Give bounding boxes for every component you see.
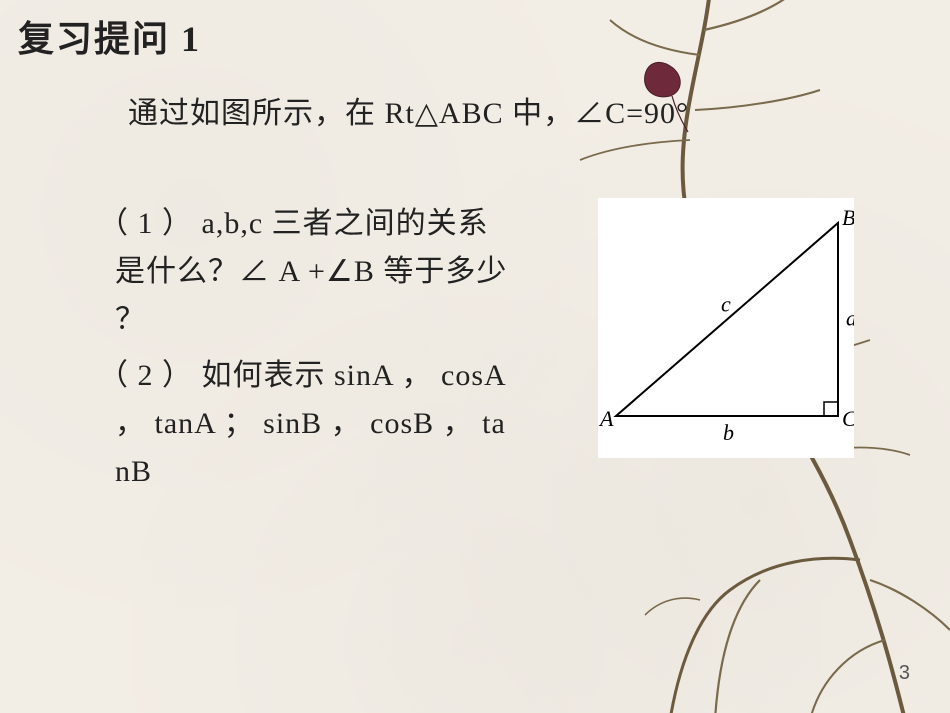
triangle-figure: A B Ca b c <box>598 198 854 458</box>
page-number: 3 <box>899 662 910 685</box>
q1-line2: 是什么？∠ A +∠B 等于多少 <box>98 248 598 296</box>
slide: 复习提问 1 通过如图所示，在 Rt△ABC 中，∠C=90° （ 1 ） a,… <box>0 0 950 713</box>
svg-text:b: b <box>723 420 734 445</box>
slide-title: 复习提问 1 <box>18 10 201 62</box>
q1-line1: （ 1 ） a,b,c 三者之间的关系 <box>98 200 598 248</box>
svg-text:B: B <box>842 205 854 230</box>
svg-text:c: c <box>721 292 731 317</box>
svg-text:C: C <box>842 406 854 431</box>
q1-line3: ？ <box>98 296 598 344</box>
svg-text:a: a <box>846 306 854 331</box>
q2-line2: ， tanA ； sinB ， cosB ， ta <box>98 400 598 448</box>
question-block: （ 1 ） a,b,c 三者之间的关系 是什么？∠ A +∠B 等于多少 ？ （… <box>98 200 598 504</box>
q2-line1: （ 2 ） 如何表示 sinA ， cosA <box>98 352 598 400</box>
svg-text:A: A <box>598 406 614 431</box>
question-1: （ 1 ） a,b,c 三者之间的关系 是什么？∠ A +∠B 等于多少 ？ <box>98 200 598 344</box>
question-2: （ 2 ） 如何表示 sinA ， cosA ， tanA ； sinB ， c… <box>98 352 598 496</box>
intro-text: 通过如图所示，在 Rt△ABC 中，∠C=90° <box>128 88 689 132</box>
q2-line3: nB <box>98 448 598 496</box>
